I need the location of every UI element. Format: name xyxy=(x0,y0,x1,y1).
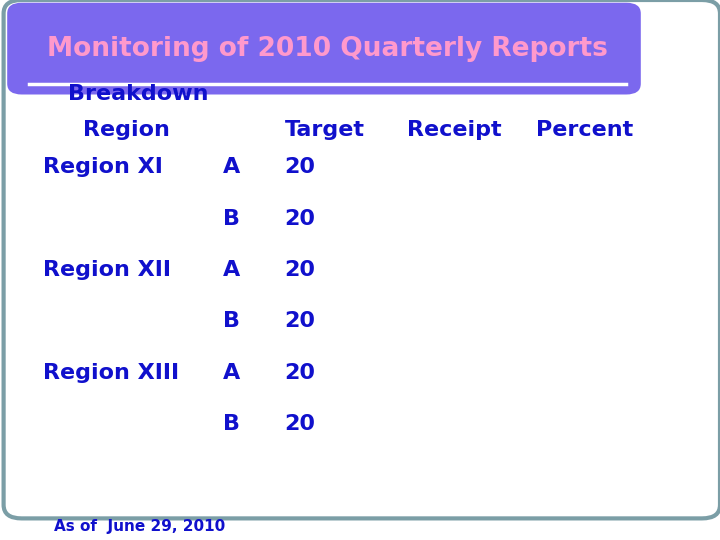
FancyBboxPatch shape xyxy=(7,3,641,94)
Text: Target: Target xyxy=(284,119,364,140)
Text: Monitoring of 2010 Quarterly Reports: Monitoring of 2010 Quarterly Reports xyxy=(48,36,608,62)
Text: Breakdown: Breakdown xyxy=(68,84,209,105)
Text: B: B xyxy=(223,414,240,434)
Text: 20: 20 xyxy=(284,414,315,434)
Text: Percent: Percent xyxy=(536,119,634,140)
Text: A: A xyxy=(223,362,240,383)
Text: 20: 20 xyxy=(284,311,315,332)
Text: A: A xyxy=(223,157,240,178)
Text: 20: 20 xyxy=(284,208,315,229)
Text: 20: 20 xyxy=(284,260,315,280)
Text: B: B xyxy=(223,311,240,332)
Text: Region: Region xyxy=(83,119,170,140)
FancyBboxPatch shape xyxy=(4,0,720,518)
Text: Region XII: Region XII xyxy=(43,260,171,280)
Text: Region XI: Region XI xyxy=(43,157,163,178)
Text: 20: 20 xyxy=(284,157,315,178)
Text: A: A xyxy=(223,260,240,280)
Text: Receipt: Receipt xyxy=(407,119,501,140)
Text: As of  June 29, 2010: As of June 29, 2010 xyxy=(54,519,225,534)
Text: 20: 20 xyxy=(284,362,315,383)
Text: Region XIII: Region XIII xyxy=(43,362,179,383)
Text: B: B xyxy=(223,208,240,229)
